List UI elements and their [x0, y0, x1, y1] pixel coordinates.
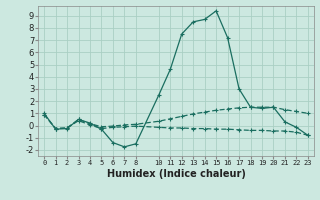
X-axis label: Humidex (Indice chaleur): Humidex (Indice chaleur)	[107, 169, 245, 179]
